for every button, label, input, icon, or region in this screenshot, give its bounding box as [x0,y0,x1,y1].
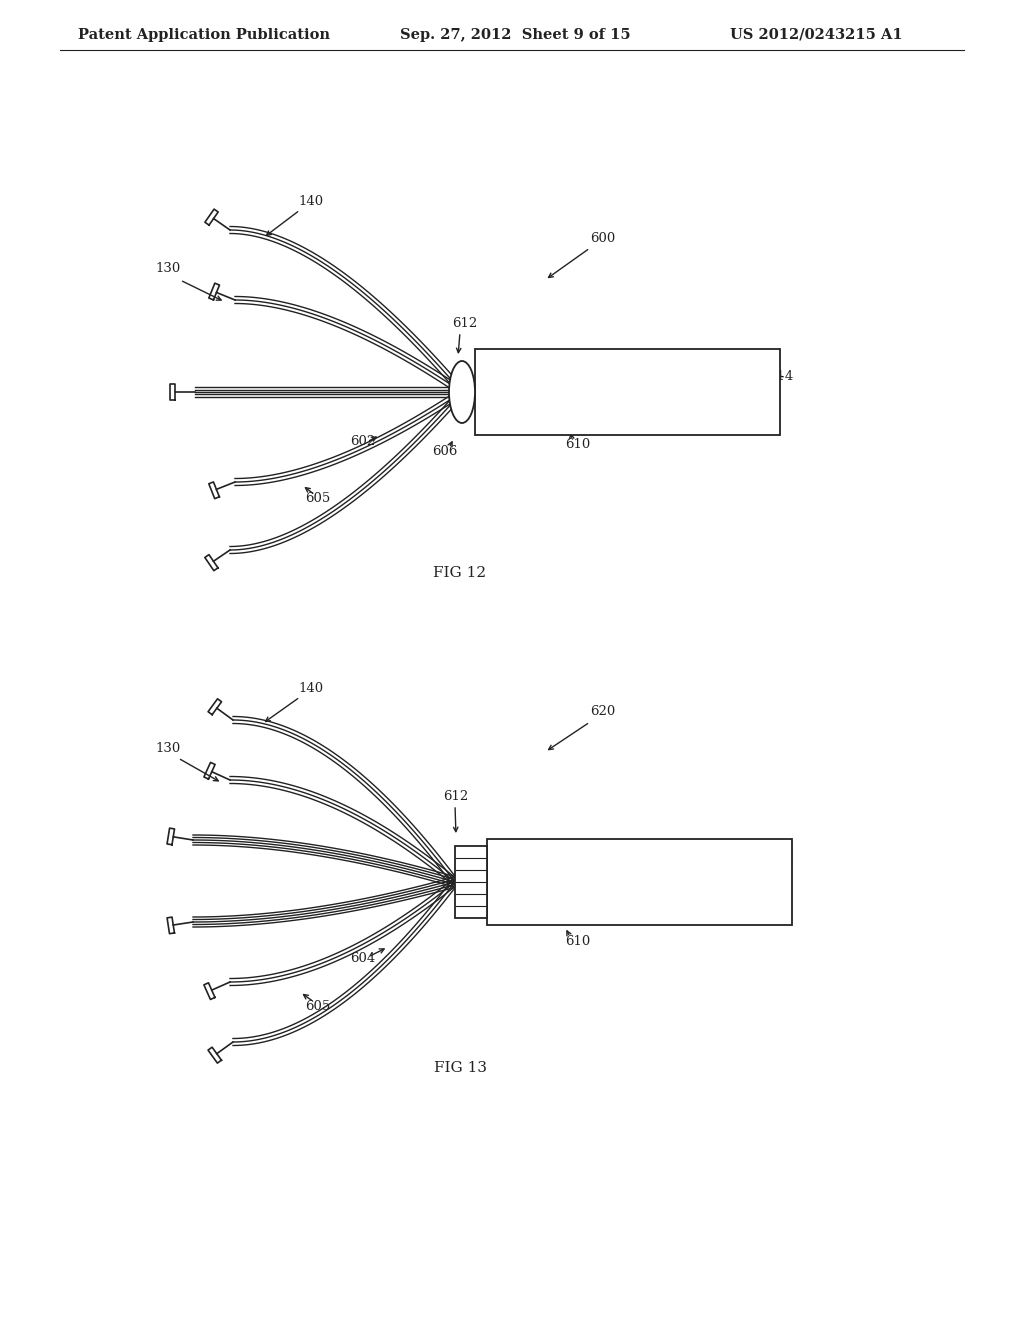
Text: FIG 13: FIG 13 [433,1061,486,1074]
Text: 130: 130 [155,742,180,755]
Text: US 2012/0243215 A1: US 2012/0243215 A1 [730,28,902,42]
Text: FIG 12: FIG 12 [433,566,486,579]
Text: 602: 602 [350,436,375,447]
Text: 612: 612 [452,317,477,330]
Text: 612: 612 [443,789,468,803]
Text: 620: 620 [590,705,615,718]
Text: 140: 140 [298,195,324,209]
Text: 614: 614 [768,370,794,383]
Text: Patent Application Publication: Patent Application Publication [78,28,330,42]
Text: 614: 614 [768,847,794,861]
Text: 605: 605 [305,492,331,506]
Bar [475,348,780,436]
Text: 610: 610 [565,438,590,451]
Bar [487,840,792,925]
Text: 130: 130 [155,261,180,275]
Text: Sep. 27, 2012  Sheet 9 of 15: Sep. 27, 2012 Sheet 9 of 15 [400,28,631,42]
Text: 610: 610 [565,935,590,948]
Text: 604: 604 [350,952,375,965]
Ellipse shape [449,360,475,422]
Text: 140: 140 [298,682,324,696]
Text: 605: 605 [305,1001,331,1012]
Text: 600: 600 [590,232,615,246]
Text: 606: 606 [432,445,458,458]
Bar [455,846,487,917]
